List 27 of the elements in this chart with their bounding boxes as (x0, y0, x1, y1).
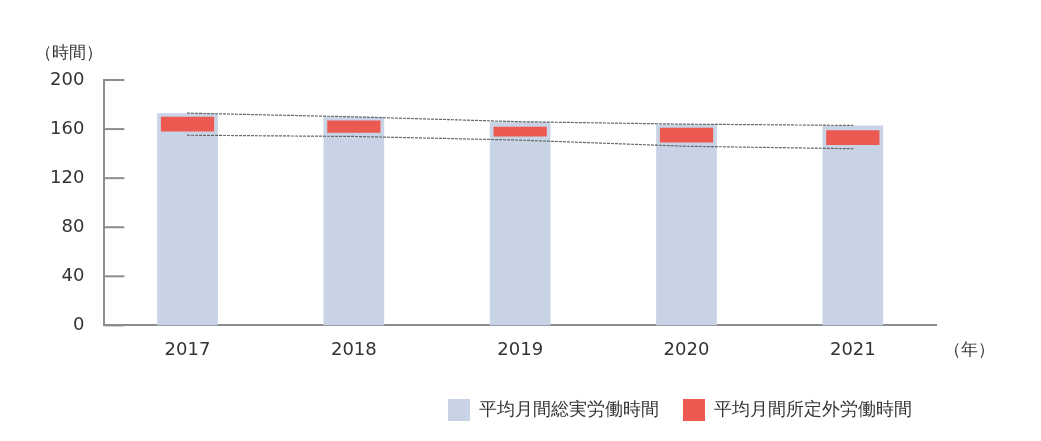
legend-label: 平均月間所定外労働時間 (714, 397, 912, 419)
y-axis-title: （時間） (35, 41, 104, 62)
y-tick-label: 80 (61, 214, 85, 236)
x-tick-label: 2021 (829, 337, 876, 359)
bar (656, 124, 717, 326)
x-tick-label: 2019 (497, 337, 544, 359)
x-tick-label: 2018 (330, 337, 377, 359)
x-tick-label: 2020 (663, 337, 710, 359)
y-tick-label: 40 (61, 263, 85, 285)
y-tick-label: 160 (50, 116, 85, 138)
y-tick-label: 120 (50, 165, 85, 187)
line-series (186, 112, 854, 126)
bar (826, 130, 880, 146)
x-axis-title: （年） (944, 338, 995, 359)
bar (822, 125, 884, 326)
legend-label: 平均月間総実労働時間 (479, 397, 659, 419)
bar (493, 126, 547, 137)
bar (489, 121, 551, 326)
line-series (186, 134, 854, 150)
x-tick-label: 2017 (164, 337, 211, 359)
bar (160, 116, 215, 132)
bar (659, 127, 714, 143)
y-tick-label: 0 (72, 313, 85, 335)
bar (157, 113, 218, 326)
bar (327, 120, 381, 133)
y-tick-label: 200 (50, 67, 85, 89)
bar (323, 116, 385, 326)
